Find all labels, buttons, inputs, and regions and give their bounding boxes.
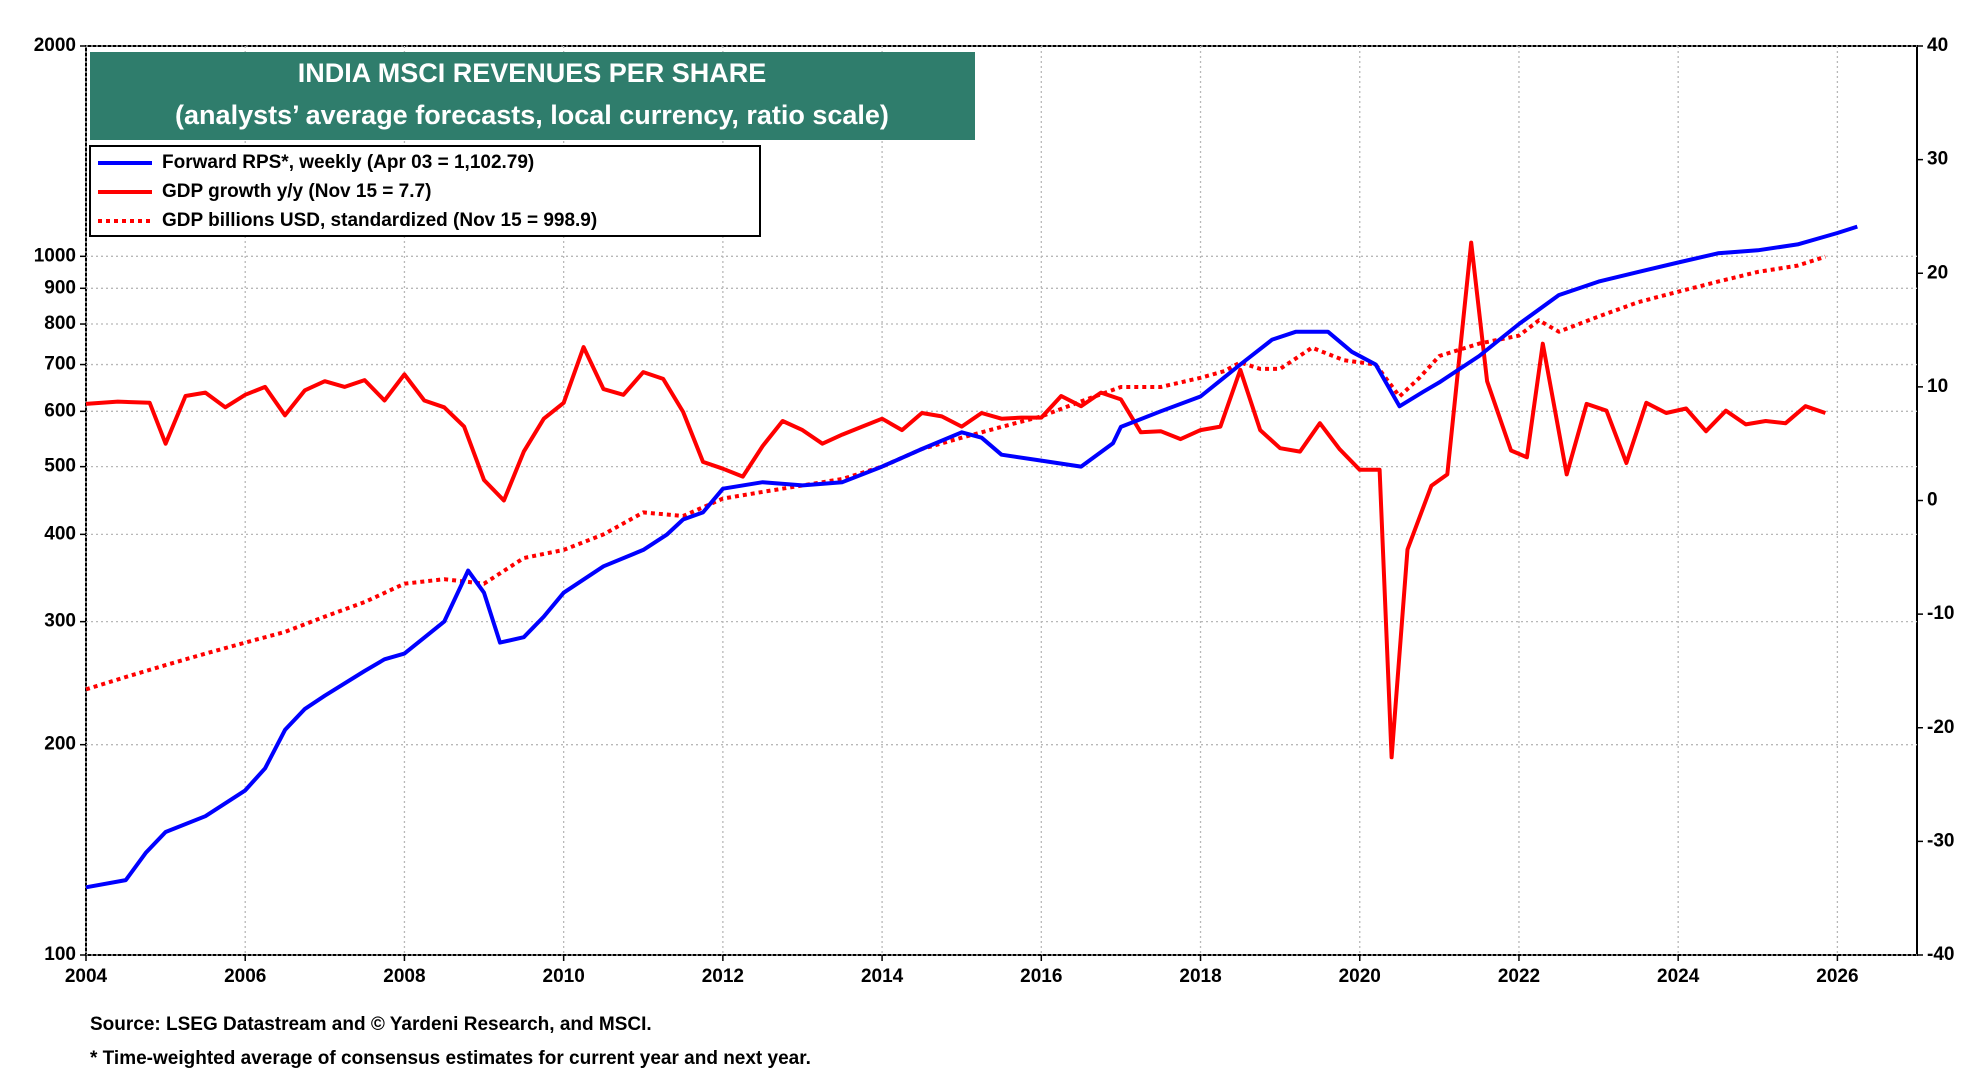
legend-label: GDP growth y/y (Nov 15 = 7.7) <box>162 181 431 202</box>
y-tick-label: 600 <box>44 400 76 421</box>
chart-subtitle: (analysts’ average forecasts, local curr… <box>175 100 889 130</box>
source-note: Source: LSEG Datastream and © Yardeni Re… <box>90 1014 652 1035</box>
y-tick-label: 400 <box>44 523 76 544</box>
y-tick-label: 900 <box>44 277 76 298</box>
x-tick-label: 2024 <box>1657 966 1700 987</box>
chart-title: INDIA MSCI REVENUES PER SHARE <box>298 58 767 88</box>
x-tick-label: 2008 <box>383 966 425 987</box>
y2-tick-label: 20 <box>1927 262 1948 283</box>
x-tick-label: 2016 <box>1020 966 1062 987</box>
x-tick-label: 2020 <box>1339 966 1381 987</box>
x-tick-label: 2018 <box>1179 966 1221 987</box>
x-tick-label: 2004 <box>65 966 108 987</box>
legend-label: Forward RPS*, weekly (Apr 03 = 1,102.79) <box>162 152 534 173</box>
y2-tick-label: -20 <box>1927 717 1954 738</box>
y-tick-label: 1000 <box>34 245 76 266</box>
legend-box <box>89 145 761 237</box>
y2-tick-label: -10 <box>1927 603 1954 624</box>
data-layer <box>85 224 1858 890</box>
y-tick-label: 500 <box>44 456 76 477</box>
y-tick-label: 100 <box>44 944 76 965</box>
y2-tick-label: 0 <box>1927 490 1938 511</box>
x-tick-label: 2014 <box>861 966 904 987</box>
footnote: * Time-weighted average of consensus est… <box>90 1048 811 1069</box>
series-line <box>85 224 1858 890</box>
legend-label: GDP billions USD, standardized (Nov 15 =… <box>162 210 597 231</box>
x-tick-label: 2022 <box>1498 966 1540 987</box>
y2-tick-label: -40 <box>1927 944 1954 965</box>
y2-tick-label: 10 <box>1927 376 1948 397</box>
y-tick-label: 800 <box>44 313 76 334</box>
series-line <box>85 240 1827 760</box>
x-tick-label: 2012 <box>702 966 744 987</box>
x-tick-label: 2006 <box>224 966 266 987</box>
x-tick-label: 2026 <box>1816 966 1858 987</box>
title-box <box>90 52 975 140</box>
y2-tick-label: 40 <box>1927 35 1948 56</box>
y-tick-label: 300 <box>44 611 76 632</box>
y-tick-label: 200 <box>44 734 76 755</box>
x-tick-label: 2010 <box>543 966 585 987</box>
y2-tick-label: 30 <box>1927 149 1948 170</box>
y-tick-label: 700 <box>44 354 76 375</box>
legend: Forward RPS*, weekly (Apr 03 = 1,102.79)… <box>89 145 761 237</box>
y-tick-label: 2000 <box>34 35 76 56</box>
y2-tick-label: -30 <box>1927 830 1954 851</box>
series-line <box>85 254 1827 692</box>
